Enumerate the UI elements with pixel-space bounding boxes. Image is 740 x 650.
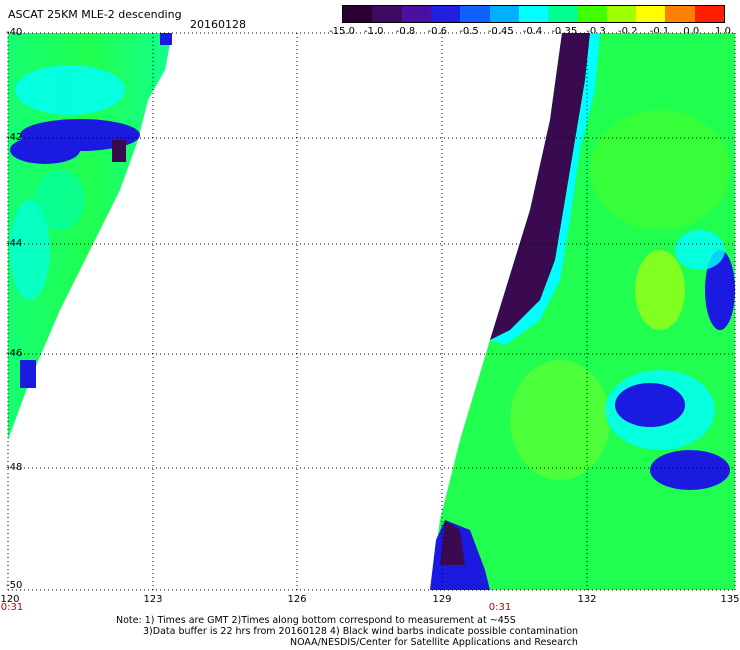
colorbar-label: -0.1 bbox=[649, 26, 670, 37]
note-line-2: 3)Data buffer is 22 hrs from 20160128 4)… bbox=[143, 626, 579, 637]
colorbar-label: -0.45 bbox=[487, 26, 514, 37]
colorbar-cell bbox=[636, 6, 666, 22]
lon-label: 132 bbox=[577, 594, 597, 605]
lat-label: -44 bbox=[6, 238, 23, 249]
lon-label: 129 bbox=[432, 594, 452, 605]
colorbar-label: -0.2 bbox=[617, 26, 638, 37]
time-label: 0:31 bbox=[0, 602, 24, 613]
product-date: 20160128 bbox=[190, 18, 246, 31]
time-label: 0:31 bbox=[488, 602, 512, 613]
colorbar-cell bbox=[460, 6, 490, 22]
colorbar-cell bbox=[606, 6, 637, 22]
colorbar-cell bbox=[343, 6, 373, 22]
colorbar-cell bbox=[518, 6, 549, 22]
colorbar-label: -15.0 bbox=[329, 26, 355, 37]
lat-label: -48 bbox=[6, 462, 23, 473]
product-title: ASCAT 25KM MLE-2 descending bbox=[8, 8, 182, 21]
lat-label: -42 bbox=[6, 132, 23, 143]
colorbar-cell bbox=[548, 6, 578, 22]
colorbar-label: -1.0 bbox=[363, 26, 384, 37]
colorbar-cell bbox=[372, 6, 402, 22]
colorbar-cell bbox=[665, 6, 695, 22]
colorbar-cell bbox=[401, 6, 431, 22]
colorbar-label: -0.8 bbox=[395, 26, 416, 37]
note-line-1: Note: 1) Times are GMT 2)Times along bot… bbox=[116, 615, 516, 626]
lon-label: 126 bbox=[287, 594, 307, 605]
colorbar-label: -0.5 bbox=[459, 26, 479, 37]
lat-label: -50 bbox=[6, 580, 23, 591]
colorbar-label: -0.3 bbox=[586, 26, 606, 37]
lon-label: 123 bbox=[143, 594, 163, 605]
grid bbox=[7, 32, 736, 591]
colorbar-cell bbox=[694, 6, 725, 22]
colorbar-cell bbox=[489, 6, 519, 22]
colorbar-label: -0.4 bbox=[522, 26, 543, 37]
colorbar-cell bbox=[577, 6, 607, 22]
colorbar-label: -0.35 bbox=[551, 26, 578, 37]
left-swath bbox=[8, 33, 172, 440]
colorbar bbox=[342, 5, 725, 23]
colorbar-label: 1.0 bbox=[715, 26, 731, 37]
right-swath bbox=[430, 33, 735, 590]
colorbar-cell bbox=[430, 6, 461, 22]
colorbar-label: -0.6 bbox=[427, 26, 448, 37]
lon-label: 120 bbox=[0, 594, 20, 605]
lon-label: 135 bbox=[720, 594, 740, 605]
lat-label: -46 bbox=[6, 348, 23, 359]
colorbar-label: 0.0 bbox=[683, 26, 700, 37]
note-line-3: NOAA/NESDIS/Center for Satellite Applica… bbox=[290, 637, 578, 648]
lat-label: -40 bbox=[6, 27, 23, 38]
